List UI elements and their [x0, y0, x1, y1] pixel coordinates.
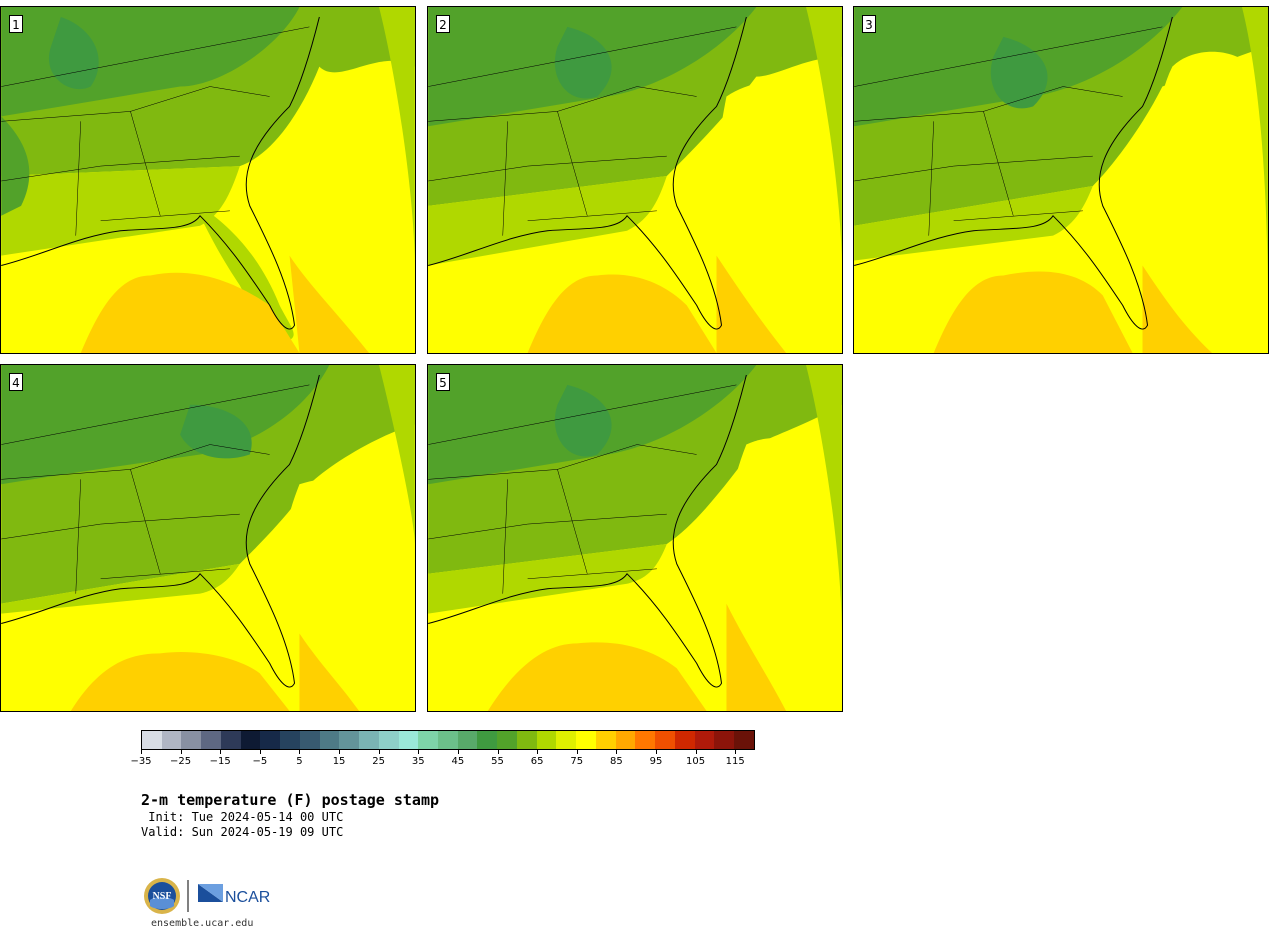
colorbar-cell — [240, 731, 261, 749]
colorbar-tick-label: 55 — [491, 756, 504, 767]
colorbar-tick-label: 35 — [411, 756, 425, 767]
colorbar-cell — [438, 731, 458, 749]
map-panel-3: 3 — [853, 6, 1269, 354]
panel-label: 4 — [9, 373, 23, 391]
colorbar-tick-label: −5 — [252, 756, 268, 767]
colorbar-cell — [714, 731, 735, 749]
colorbar-cell — [299, 731, 320, 749]
colorbar-cell — [260, 731, 281, 749]
colorbar-cell — [576, 731, 596, 749]
colorbar-tick-label: 45 — [451, 756, 465, 767]
colorbar-tick-label: 95 — [649, 756, 663, 767]
colorbar-tick — [299, 750, 301, 754]
colorbar-tick — [141, 750, 142, 754]
temperature-map — [428, 7, 842, 353]
colorbar — [141, 730, 755, 750]
colorbar-tick — [616, 750, 618, 754]
colorbar-cell — [694, 731, 715, 749]
colorbar-tick — [457, 750, 459, 754]
temperature-map — [1, 365, 415, 711]
colorbar-cell — [635, 731, 656, 749]
colorbar-cell — [280, 731, 300, 749]
svg-text:NSF: NSF — [153, 891, 172, 902]
colorbar-cell — [418, 731, 439, 749]
panel-label: 2 — [436, 15, 450, 33]
colorbar-cell — [477, 731, 498, 749]
temperature-map — [854, 7, 1268, 353]
temperature-map — [1, 7, 415, 353]
colorbar-cell — [674, 731, 695, 749]
colorbar-cell — [161, 731, 182, 749]
colorbar-cell — [655, 731, 675, 749]
colorbar-tick — [497, 750, 499, 754]
colorbar-cell — [516, 731, 537, 749]
panel-label: 5 — [436, 373, 450, 391]
colorbar-cell — [556, 731, 577, 749]
map-panel-1: 1 — [0, 6, 416, 354]
colorbar-cell — [457, 731, 478, 749]
colorbar-cell — [615, 731, 636, 749]
logos: NSF NCAR — [143, 876, 283, 916]
colorbar-tick — [339, 750, 341, 754]
colorbar-tick-label: 75 — [570, 756, 584, 767]
colorbar-tick — [537, 750, 539, 754]
colorbar-tick — [259, 750, 261, 754]
ncar-logo-icon: NCAR — [198, 884, 270, 906]
colorbar-tick — [378, 750, 380, 754]
colorbar-tick-label: 25 — [372, 756, 386, 767]
temperature-map — [428, 365, 842, 711]
colorbar-tick-label: −25 — [170, 756, 192, 767]
nsf-ncar-logo: NSF NCAR — [144, 878, 270, 914]
colorbar-cell — [142, 731, 162, 749]
colorbar-tick-label: 15 — [332, 756, 346, 767]
colorbar-tick-label: −35 — [130, 756, 152, 767]
site-url: ensemble.ucar.edu — [151, 918, 254, 929]
colorbar-tick — [735, 750, 737, 754]
colorbar-tick-label: 105 — [686, 756, 706, 767]
colorbar-cell — [181, 731, 202, 749]
panel-label: 3 — [862, 15, 876, 33]
map-panel-2: 2 — [427, 6, 843, 354]
colorbar-cell — [201, 731, 221, 749]
colorbar-tick — [576, 750, 578, 754]
map-panel-5: 5 — [427, 364, 843, 712]
colorbar-tick-label: 85 — [609, 756, 623, 767]
colorbar-tick — [695, 750, 697, 754]
colorbar-tick — [180, 750, 182, 754]
colorbar-tick — [655, 750, 657, 754]
colorbar-tick-label: −15 — [209, 756, 231, 767]
colorbar-cell — [319, 731, 340, 749]
nsf-logo-icon: NSF — [144, 878, 180, 914]
colorbar-tick-label: 65 — [530, 756, 544, 767]
chart-title: 2-m temperature (F) postage stamp — [141, 791, 440, 809]
colorbar-cell — [220, 731, 241, 749]
colorbar-cell — [398, 731, 419, 749]
map-panel-4: 4 — [0, 364, 416, 712]
colorbar-tick-label: 115 — [725, 756, 745, 767]
valid-time: Valid: Sun 2024-05-19 09 UTC — [141, 825, 344, 839]
colorbar-tick-label: 5 — [296, 756, 303, 767]
colorbar-cell — [595, 731, 616, 749]
panel-label: 1 — [9, 15, 23, 33]
colorbar-cell — [378, 731, 399, 749]
colorbar-cell — [536, 731, 557, 749]
svg-text:NCAR: NCAR — [225, 889, 270, 906]
colorbar-cell — [359, 731, 379, 749]
colorbar-cell — [734, 731, 754, 749]
colorbar-cell — [339, 731, 360, 749]
colorbar-ticks: −35 −25 −15 −5 5 15 25 35 45 55 65 75 85 95 105 115 — [130, 750, 755, 770]
colorbar-tick — [220, 750, 222, 754]
colorbar-tick — [418, 750, 420, 754]
colorbar-cell — [497, 731, 517, 749]
init-time: Init: Tue 2024-05-14 00 UTC — [141, 810, 344, 824]
